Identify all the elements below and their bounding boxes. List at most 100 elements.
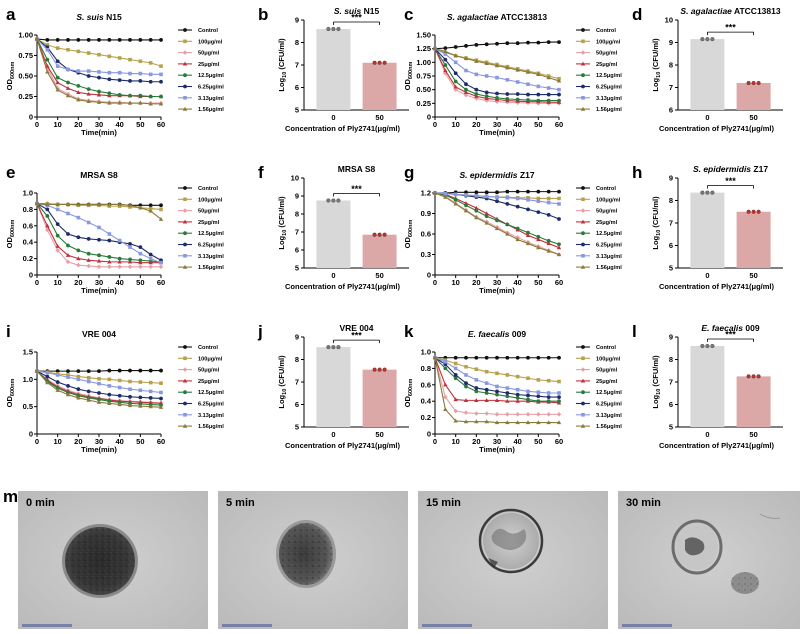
data-point bbox=[536, 40, 541, 45]
data-point bbox=[117, 202, 122, 207]
data-point bbox=[453, 366, 458, 371]
legend-entry: 3.13μg/ml bbox=[576, 413, 622, 419]
data-point bbox=[556, 78, 562, 83]
legend-label: 12.5μg/ml bbox=[198, 390, 224, 396]
tem-label: 30 min bbox=[626, 497, 661, 509]
data-point bbox=[526, 376, 530, 381]
data-point bbox=[484, 90, 489, 95]
series-6.25gml bbox=[433, 46, 561, 97]
y-tick-label: 8 bbox=[295, 38, 299, 47]
tem-label: 15 min bbox=[426, 497, 461, 509]
data-point bbox=[580, 50, 586, 55]
data-point bbox=[581, 254, 585, 258]
chart-title: S. epidermidis Z17 bbox=[693, 164, 768, 174]
x-tick-label: 40 bbox=[513, 120, 521, 129]
data-point bbox=[138, 251, 143, 256]
tem-scalebar-info bbox=[622, 624, 672, 627]
data-point bbox=[159, 207, 163, 212]
data-point bbox=[117, 368, 122, 373]
data-point bbox=[484, 220, 489, 225]
data-point bbox=[128, 257, 132, 262]
data-point bbox=[546, 355, 551, 360]
y-tick-label: 0 bbox=[29, 430, 33, 439]
data-point bbox=[66, 67, 70, 72]
data-point bbox=[66, 369, 70, 374]
x-axis-label: Time(min) bbox=[81, 128, 117, 137]
panel-letter-j: j bbox=[257, 322, 263, 341]
data-point bbox=[66, 373, 70, 377]
data-point bbox=[557, 87, 561, 92]
data-point bbox=[128, 79, 132, 83]
data-point bbox=[580, 208, 586, 213]
y-tick-label: 0.6 bbox=[421, 380, 431, 389]
data-point bbox=[138, 79, 143, 83]
data-point bbox=[536, 237, 541, 242]
data-point bbox=[474, 386, 479, 390]
legend-label: 1.56μg/ml bbox=[198, 107, 224, 113]
legend-label: 1.56μg/ml bbox=[198, 265, 224, 271]
data-point bbox=[581, 186, 585, 190]
legend-entry: 100μg/ml bbox=[576, 356, 621, 362]
axis-label-sub: 600nm bbox=[408, 220, 414, 238]
data-point bbox=[55, 233, 60, 238]
data-point bbox=[96, 92, 102, 97]
data-point bbox=[138, 368, 143, 373]
data-point bbox=[117, 38, 122, 42]
y-tick-label: 7 bbox=[295, 228, 299, 237]
data-point bbox=[526, 189, 530, 194]
data-point bbox=[463, 398, 469, 402]
y-tick-label: 8 bbox=[669, 196, 673, 205]
data-point bbox=[97, 253, 101, 258]
data-point bbox=[97, 397, 101, 402]
tem-scalebar-info bbox=[222, 624, 272, 627]
data-point bbox=[183, 254, 187, 258]
panel-letter-m: m bbox=[3, 487, 18, 506]
data-point bbox=[484, 211, 489, 216]
data-point bbox=[557, 40, 561, 45]
data-point bbox=[494, 398, 500, 402]
replicate-point bbox=[377, 367, 382, 372]
data-point bbox=[432, 46, 438, 51]
data-point bbox=[76, 395, 81, 400]
replicate-point bbox=[382, 60, 387, 65]
chart-title: MRSA S8 bbox=[338, 164, 376, 174]
data-point bbox=[515, 196, 520, 201]
x-tick-label: 0 bbox=[433, 437, 437, 446]
data-point bbox=[557, 355, 561, 360]
data-point bbox=[97, 70, 101, 74]
axis-label-sub: 10 bbox=[656, 72, 662, 78]
replicate-point bbox=[700, 190, 705, 195]
legend-label: 12.5μg/ml bbox=[596, 231, 622, 237]
data-point bbox=[556, 245, 562, 250]
data-point bbox=[148, 206, 153, 211]
data-point bbox=[464, 373, 468, 377]
data-point bbox=[159, 72, 163, 77]
data-point bbox=[474, 42, 479, 47]
replicate-point bbox=[710, 37, 715, 42]
data-point bbox=[159, 396, 163, 401]
data-point bbox=[505, 97, 510, 101]
data-point bbox=[107, 54, 112, 59]
x-tick-label: 0 bbox=[331, 430, 335, 439]
significance-stars: *** bbox=[725, 330, 736, 340]
data-point bbox=[526, 92, 530, 97]
y-tick-label: 0.75 bbox=[18, 51, 33, 60]
legend-entry: 50μg/ml bbox=[576, 367, 618, 374]
data-point bbox=[45, 43, 50, 47]
axis-label-main: OD bbox=[5, 396, 14, 408]
data-point bbox=[55, 373, 60, 377]
axis-label-unit: (CFU/ml) bbox=[651, 355, 660, 389]
data-point bbox=[580, 106, 586, 111]
x-tick-label: 10 bbox=[53, 278, 61, 287]
data-point bbox=[557, 217, 561, 221]
x-tick-label: 50 bbox=[749, 271, 757, 280]
tem-image-15min: 15 min bbox=[418, 491, 608, 629]
data-point bbox=[464, 87, 468, 92]
legend-entry: 50μg/ml bbox=[178, 208, 220, 215]
x-tick-label: 0 bbox=[35, 120, 39, 129]
data-point bbox=[484, 214, 489, 219]
series-100gml bbox=[433, 355, 561, 384]
legend-entry: 12.5μg/ml bbox=[576, 390, 622, 396]
data-point bbox=[45, 370, 50, 375]
